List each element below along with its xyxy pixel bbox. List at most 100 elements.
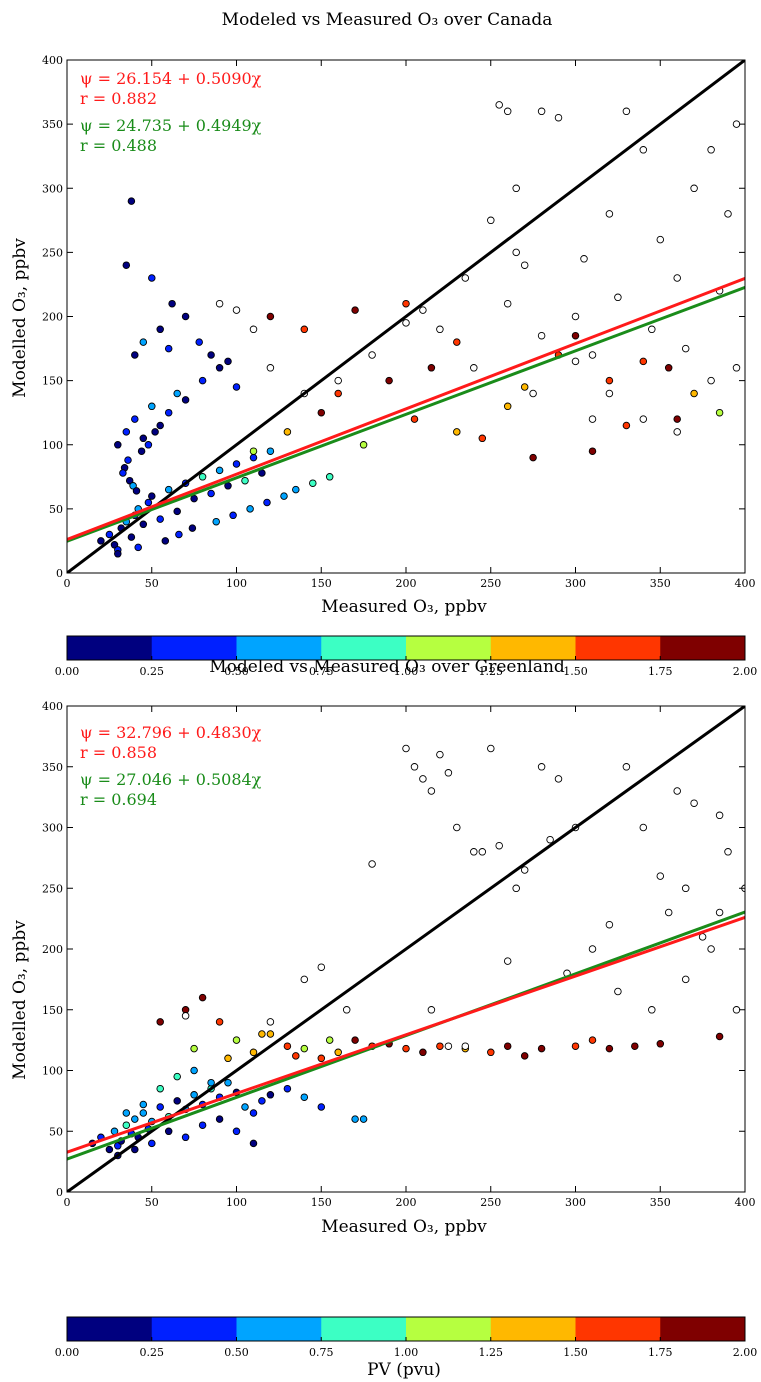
scatter-point (588, 945, 597, 953)
greenland-red-fit-r: r = 0.858 (80, 743, 157, 762)
scatter-point (309, 479, 317, 487)
scatter-point (188, 524, 197, 532)
scatter-point (436, 325, 444, 334)
scatter-point (215, 1018, 224, 1026)
colorbar-tick-label: 0.50 (224, 1346, 249, 1359)
x-tick-label: 50 (145, 1196, 159, 1209)
scatter-point (444, 769, 453, 777)
scatter-point (715, 908, 724, 917)
colorbar-tick-label: 1.00 (394, 1346, 419, 1359)
scatter-point (342, 1006, 351, 1014)
scatter-point (419, 1048, 427, 1057)
scatter-point (529, 453, 537, 462)
colorbar-segment (406, 636, 492, 660)
scatter-point (537, 1044, 546, 1053)
scatter-point (478, 848, 487, 856)
scatter-point (681, 975, 690, 984)
scatter-point (198, 376, 207, 385)
scatter-point (198, 1121, 207, 1129)
scatter-point (402, 319, 410, 327)
colorbar-tick-label: 0.25 (140, 665, 165, 678)
scatter-point (139, 1100, 148, 1109)
scatter-point (520, 383, 529, 391)
scatter-point (156, 515, 164, 523)
scatter-point (588, 415, 597, 423)
colorbar-segment (67, 636, 153, 660)
scatter-point (114, 441, 122, 449)
scatter-point (156, 421, 164, 430)
scatter-point (715, 1032, 724, 1041)
scatter-point (359, 441, 368, 449)
scatter-point (571, 1042, 580, 1050)
scatter-point (690, 389, 698, 398)
scatter-point (127, 197, 136, 205)
y-tick-label: 200 (42, 311, 63, 324)
scatter-point (161, 537, 170, 545)
scatter-point (656, 872, 665, 880)
scatter-point (351, 306, 359, 314)
scatter-point (588, 447, 597, 455)
scatter-point (622, 421, 631, 430)
scatter-point (520, 261, 529, 269)
scatter-point (724, 210, 732, 218)
scatter-point (173, 1072, 181, 1081)
greenland-red-fit-equation: ψ = 32.796 + 0.4830χ (80, 723, 262, 742)
scatter-point (181, 1012, 190, 1020)
canada-green-fit-equation: ψ = 24.735 + 0.4949χ (80, 116, 262, 135)
scatter-point (325, 473, 334, 481)
scatter-point (212, 517, 220, 526)
greenland-panel: Modeled vs Measured O₃ over Greenland 0 5… (10, 657, 756, 1237)
colorbar-tick-label: 0.75 (309, 665, 334, 678)
scatter-point (224, 482, 232, 490)
greenland-green-fit-equation: ψ = 27.046 + 0.5084χ (80, 770, 262, 789)
scatter-point (368, 351, 376, 359)
scatter-point (512, 184, 520, 193)
x-tick-label: 400 (735, 1196, 756, 1209)
colorbar-segment (236, 1317, 322, 1341)
scatter-point (487, 216, 495, 225)
scatter-point (503, 957, 512, 965)
scatter-point (698, 933, 707, 941)
scatter-point (503, 107, 512, 116)
scatter-point (444, 1042, 453, 1050)
scatter-point (673, 428, 681, 436)
x-tick-label: 350 (650, 1196, 671, 1209)
scatter-point (134, 543, 142, 552)
scatter-point (656, 235, 665, 244)
scatter-point (503, 1042, 512, 1050)
scatter-point (300, 325, 309, 334)
scatter-point (125, 476, 134, 485)
scatter-point (732, 120, 741, 128)
red-fit-line (67, 915, 745, 1154)
scatter-point (690, 184, 698, 193)
x-tick-label: 150 (311, 1196, 332, 1209)
scatter-point (470, 848, 478, 856)
scatter-point (639, 146, 648, 154)
one-to-one-line (67, 60, 745, 573)
x-tick-label: 0 (64, 1196, 71, 1209)
scatter-point (453, 338, 461, 346)
colorbar-label: PV (pvu) (367, 1360, 441, 1380)
scatter-point (724, 848, 732, 856)
scatter-point (266, 312, 275, 321)
scatter-point (241, 476, 249, 485)
scatter-point (470, 364, 478, 372)
scatter-point (181, 396, 190, 404)
scatter-point (707, 376, 715, 385)
scatter-point (571, 312, 580, 321)
scatter-point (495, 101, 503, 109)
scatter-point (181, 312, 190, 321)
scatter-point (317, 1103, 326, 1111)
scatter-point (122, 428, 131, 436)
scatter-point (402, 744, 410, 753)
scatter-point (105, 1145, 114, 1154)
colorbar-segment (321, 636, 407, 660)
scatter-point (266, 364, 275, 372)
colorbar-segment (575, 636, 661, 660)
colorbar-tick-label: 1.75 (648, 1346, 673, 1359)
scatter-point (317, 963, 326, 971)
scatter-point (139, 338, 148, 346)
scatter-point (232, 1127, 241, 1136)
colorbar-segment (151, 1317, 237, 1341)
scatter-point (673, 787, 681, 795)
